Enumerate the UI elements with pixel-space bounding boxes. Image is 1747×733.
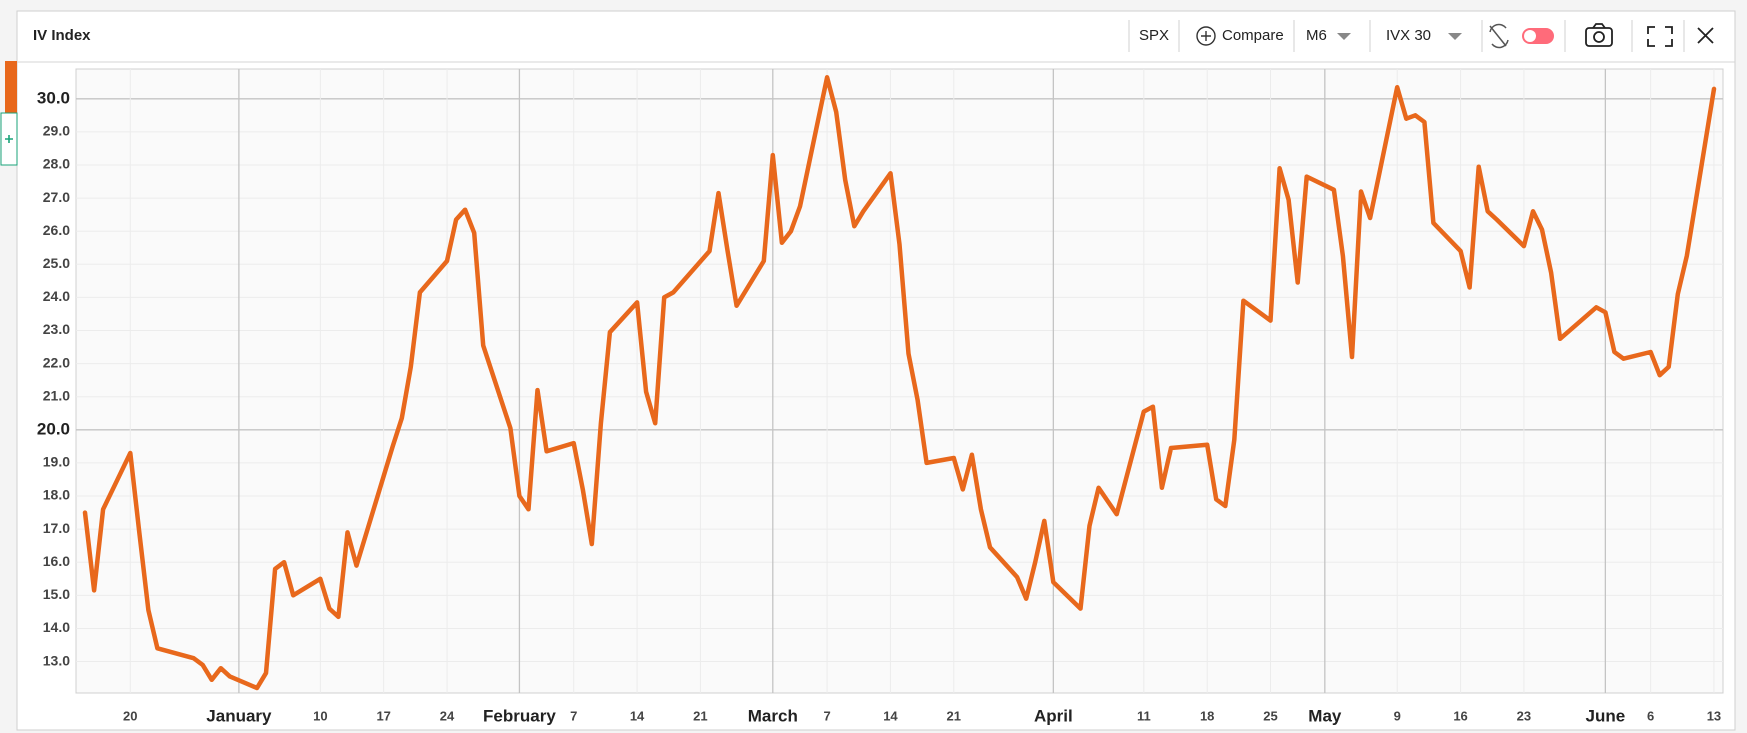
marks <box>82 75 1717 691</box>
y-tick-label: 28.0 <box>43 156 70 172</box>
x-tick-label: 21 <box>947 708 961 723</box>
period-caret[interactable] <box>1337 33 1351 40</box>
x-tick-label: 21 <box>693 708 707 723</box>
close-icon[interactable] <box>1697 27 1714 44</box>
x-tick-label: January <box>206 706 272 725</box>
indicator-select[interactable]: IVX 30 <box>1386 27 1431 44</box>
x-tick-label: 14 <box>630 708 645 723</box>
x-tick-label: February <box>483 706 556 725</box>
x-tick-label: 10 <box>313 708 327 723</box>
y-tick-label: 15.0 <box>43 586 70 602</box>
x-tick-label: 24 <box>440 708 455 723</box>
grid: 13.0 14.0 15.0 16.0 17.0 18.0 19.0 20.0 21.0 22.0… <box>37 69 1723 725</box>
indicator-caret[interactable] <box>1448 33 1462 40</box>
y-tick-label: 23.0 <box>43 321 70 337</box>
y-tick-label: 14.0 <box>43 619 70 635</box>
x-tick-label: 9 <box>1394 708 1401 723</box>
y-tick-label: 25.0 <box>43 255 70 271</box>
y-tick-label: 13.0 <box>43 652 70 668</box>
x-tick-label: 7 <box>570 708 577 723</box>
x-tick-label: 20 <box>123 708 137 723</box>
y-tick-label: 30.0 <box>37 88 70 107</box>
y-tick-label: 20.0 <box>37 419 70 438</box>
y-tick-label: 17.0 <box>43 520 70 536</box>
panel-title: IV Index <box>33 27 91 44</box>
compare-plus <box>1201 31 1211 41</box>
x-tick-label: 16 <box>1453 708 1467 723</box>
plot-area <box>75 68 1724 694</box>
y-tick-label: 18.0 <box>43 487 70 503</box>
x-tick-label: 18 <box>1200 708 1214 723</box>
y-tick-label: 24.0 <box>43 288 70 304</box>
x-tick-label: 7 <box>823 708 830 723</box>
y-tick-label: 16.0 <box>43 553 70 569</box>
x-tick-label: May <box>1308 706 1342 725</box>
y-tick-label: 26.0 <box>43 222 70 238</box>
symbol-button[interactable]: SPX <box>1139 27 1169 44</box>
iv-line <box>82 75 1717 691</box>
toggle-knob <box>1524 30 1536 42</box>
x-tick-label: 11 <box>1137 708 1151 723</box>
x-tick-label: 25 <box>1263 708 1277 723</box>
toolbar-separators <box>1128 20 1685 52</box>
x-tick-label: 14 <box>883 708 898 723</box>
fullscreen-icon[interactable] <box>1647 26 1673 47</box>
y-tick-label: 29.0 <box>43 123 70 139</box>
period-select[interactable]: M6 <box>1306 27 1327 44</box>
add-plus <box>5 135 13 143</box>
y-tick-label: 27.0 <box>43 189 70 205</box>
x-tick-label: April <box>1034 706 1073 725</box>
x-tick-label: 6 <box>1647 708 1654 723</box>
x-tick-label: 23 <box>1517 708 1531 723</box>
x-tick-label: March <box>748 706 798 725</box>
x-tick-label: 13 <box>1707 708 1721 723</box>
sync-icon[interactable] <box>1489 23 1509 49</box>
x-tick-label: 17 <box>376 708 390 723</box>
compare-button[interactable]: Compare <box>1222 27 1284 44</box>
compare-icon[interactable] <box>1196 26 1216 46</box>
camera-icon[interactable] <box>1585 23 1613 47</box>
y-tick-label: 21.0 <box>43 387 70 403</box>
y-tick-label: 22.0 <box>43 354 70 370</box>
x-tick-label: June <box>1586 706 1626 725</box>
side-marker <box>5 61 17 113</box>
y-tick-label: 19.0 <box>43 454 70 470</box>
